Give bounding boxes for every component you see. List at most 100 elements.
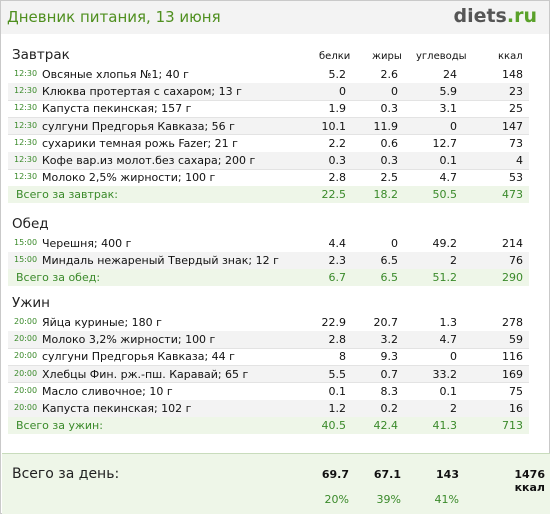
- food-row[interactable]: 15:00 Черешня; 400 г 4.4 0 49.2 214: [8, 235, 529, 252]
- column-header-protein: белки: [319, 51, 351, 62]
- food-row[interactable]: 20:00 сулгуни Предгорья Кавказа; 44 г 8 9.3…: [8, 348, 529, 365]
- meal-title: Ужин: [12, 295, 50, 311]
- column-header-carbs: углеводы: [416, 51, 467, 62]
- food-fat: 3.2: [380, 333, 399, 347]
- food-kcal: 16: [509, 402, 523, 415]
- meal-total-fat: 18.2: [373, 188, 399, 202]
- food-fat: 20.7: [373, 316, 399, 329]
- column-header-kcal: ккал: [498, 51, 523, 62]
- food-carbs: 5.9: [439, 85, 458, 99]
- page-title: Дневник питания, 13 июня: [7, 8, 221, 26]
- food-row[interactable]: 15:00 Миндаль нежареный Твердый знак; 12 …: [8, 252, 529, 270]
- food-protein: 4.4: [328, 237, 347, 250]
- day-kcal: 1476 ккал: [514, 468, 545, 494]
- food-name: Черешня; 400 г: [42, 237, 132, 250]
- meal-total-kcal: 473: [502, 188, 523, 202]
- food-row[interactable]: 20:00 Масло сливочное; 10 г 0.1 8.3 0.1 75: [8, 383, 529, 400]
- food-carbs: 33.2: [432, 367, 458, 381]
- row-divider: [8, 382, 529, 384]
- food-time: 20:00: [14, 334, 38, 344]
- food-row[interactable]: 12:30 Клюква протертая с сахаром; 13 г 0 0 5…: [8, 83, 529, 101]
- food-fat: 2.6: [380, 68, 399, 81]
- food-protein: 2.3: [328, 254, 347, 268]
- row-divider: [8, 347, 529, 349]
- food-row[interactable]: 20:00 Яйца куриные; 180 г 22.9 20.7 1.3 278: [8, 314, 529, 331]
- row-divider: [8, 134, 529, 136]
- food-protein: 5.2: [328, 68, 347, 81]
- food-carbs: 1.3: [439, 316, 458, 329]
- food-time: 20:00: [14, 368, 38, 378]
- food-protein: 8: [339, 350, 346, 364]
- food-row[interactable]: 12:30 Молоко 2,5% жирности; 100 г 2.8 2.5 4.…: [8, 169, 529, 186]
- food-fat: 0.3: [380, 102, 399, 116]
- meal-total-kcal: 290: [502, 271, 523, 285]
- food-protein: 0: [339, 85, 346, 99]
- day-total-box: Всего за день: 69.7 67.1 143 1476 ккал 2…: [2, 453, 550, 514]
- meal-total-row: Всего за завтрак: 22.5 18.2 50.5 473: [8, 186, 529, 204]
- day-total-label: Всего за день:: [12, 466, 120, 482]
- food-carbs: 24: [443, 68, 457, 81]
- food-row[interactable]: 20:00 Хлебцы Фин. рж.-пш. Каравай; 65 г 5.…: [8, 365, 529, 383]
- meal-total-protein: 22.5: [321, 188, 347, 202]
- food-protein: 2.8: [328, 171, 347, 185]
- food-row[interactable]: 12:30 сухарики темная рожь Fazer; 21 г 2.2…: [8, 135, 529, 152]
- meal-total-label: Всего за завтрак:: [16, 188, 119, 202]
- food-kcal: 214: [502, 237, 523, 250]
- logo-tld: .ru: [506, 5, 537, 27]
- meal-total-carbs: 41.3: [432, 419, 458, 433]
- food-protein: 22.9: [321, 316, 347, 329]
- day-fat-percent: 39%: [376, 493, 401, 506]
- food-time: 12:30: [14, 155, 38, 164]
- food-name: Клюква протертая с сахаром; 13 г: [42, 85, 242, 99]
- food-kcal: 59: [509, 333, 523, 347]
- food-carbs: 2: [450, 402, 457, 415]
- food-kcal: 75: [509, 384, 523, 398]
- food-kcal: 76: [509, 254, 523, 268]
- food-kcal: 23: [509, 85, 523, 99]
- site-logo[interactable]: diets.ru: [453, 5, 537, 27]
- meal-total-fat: 42.4: [373, 419, 399, 433]
- food-time: 20:00: [14, 317, 38, 326]
- meal-total-carbs: 51.2: [432, 271, 458, 285]
- food-name: Овсяные хлопья №1; 40 г: [42, 68, 189, 81]
- food-protein: 0.1: [328, 384, 347, 398]
- food-name: Яйца куриные; 180 г: [42, 316, 162, 329]
- food-protein: 10.1: [321, 119, 347, 133]
- food-row[interactable]: 12:30 Овсяные хлопья №1; 40 г 5.2 2.6 24 148: [8, 66, 529, 83]
- food-name: Хлебцы Фин. рж.-пш. Каравай; 65 г: [42, 367, 249, 381]
- food-time: 15:00: [14, 255, 38, 265]
- food-kcal: 53: [509, 171, 523, 185]
- day-fat: 67.1: [373, 468, 401, 481]
- logo-main: diets: [453, 5, 507, 27]
- food-time: 12:30: [14, 86, 38, 96]
- food-row[interactable]: 20:00 Молоко 3,2% жирности; 100 г 2.8 3.2 4.…: [8, 331, 529, 349]
- meal-total-fat: 6.5: [380, 271, 399, 285]
- food-protein: 2.2: [328, 136, 347, 150]
- food-row[interactable]: 12:30 Капуста пекинская; 157 г 1.9 0.3 3.1 25: [8, 100, 529, 117]
- meal-total-protein: 6.7: [328, 271, 347, 285]
- meal-title: Обед: [12, 216, 49, 232]
- food-kcal: 25: [509, 102, 523, 116]
- food-name: сулгуни Предгорья Кавказа; 44 г: [42, 350, 235, 364]
- food-kcal: 169: [502, 367, 523, 381]
- food-protein: 1.9: [328, 102, 347, 116]
- food-row[interactable]: 12:30 сулгуни Предгорья Кавказа; 56 г 10.1…: [8, 117, 529, 135]
- food-kcal: 147: [502, 119, 523, 133]
- food-time: 12:30: [14, 103, 38, 113]
- row-divider: [8, 168, 529, 170]
- column-header-fat: жиры: [372, 51, 402, 62]
- food-row[interactable]: 12:30 Кофе вар.из молот.без сахара; 200 г…: [8, 152, 529, 169]
- food-time: 15:00: [14, 238, 38, 247]
- food-time: 12:30: [14, 69, 38, 78]
- food-protein: 5.5: [328, 367, 347, 381]
- food-fat: 8.3: [380, 384, 399, 398]
- food-kcal: 116: [502, 350, 523, 364]
- food-time: 20:00: [14, 403, 38, 412]
- food-kcal: 148: [502, 68, 523, 81]
- food-fat: 0: [391, 85, 398, 99]
- meal-total-label: Всего за ужин:: [16, 419, 103, 433]
- food-time: 20:00: [14, 351, 38, 361]
- food-row[interactable]: 20:00 Капуста пекинская; 102 г 1.2 0.2 2 16: [8, 400, 529, 417]
- food-carbs: 0.1: [439, 154, 458, 167]
